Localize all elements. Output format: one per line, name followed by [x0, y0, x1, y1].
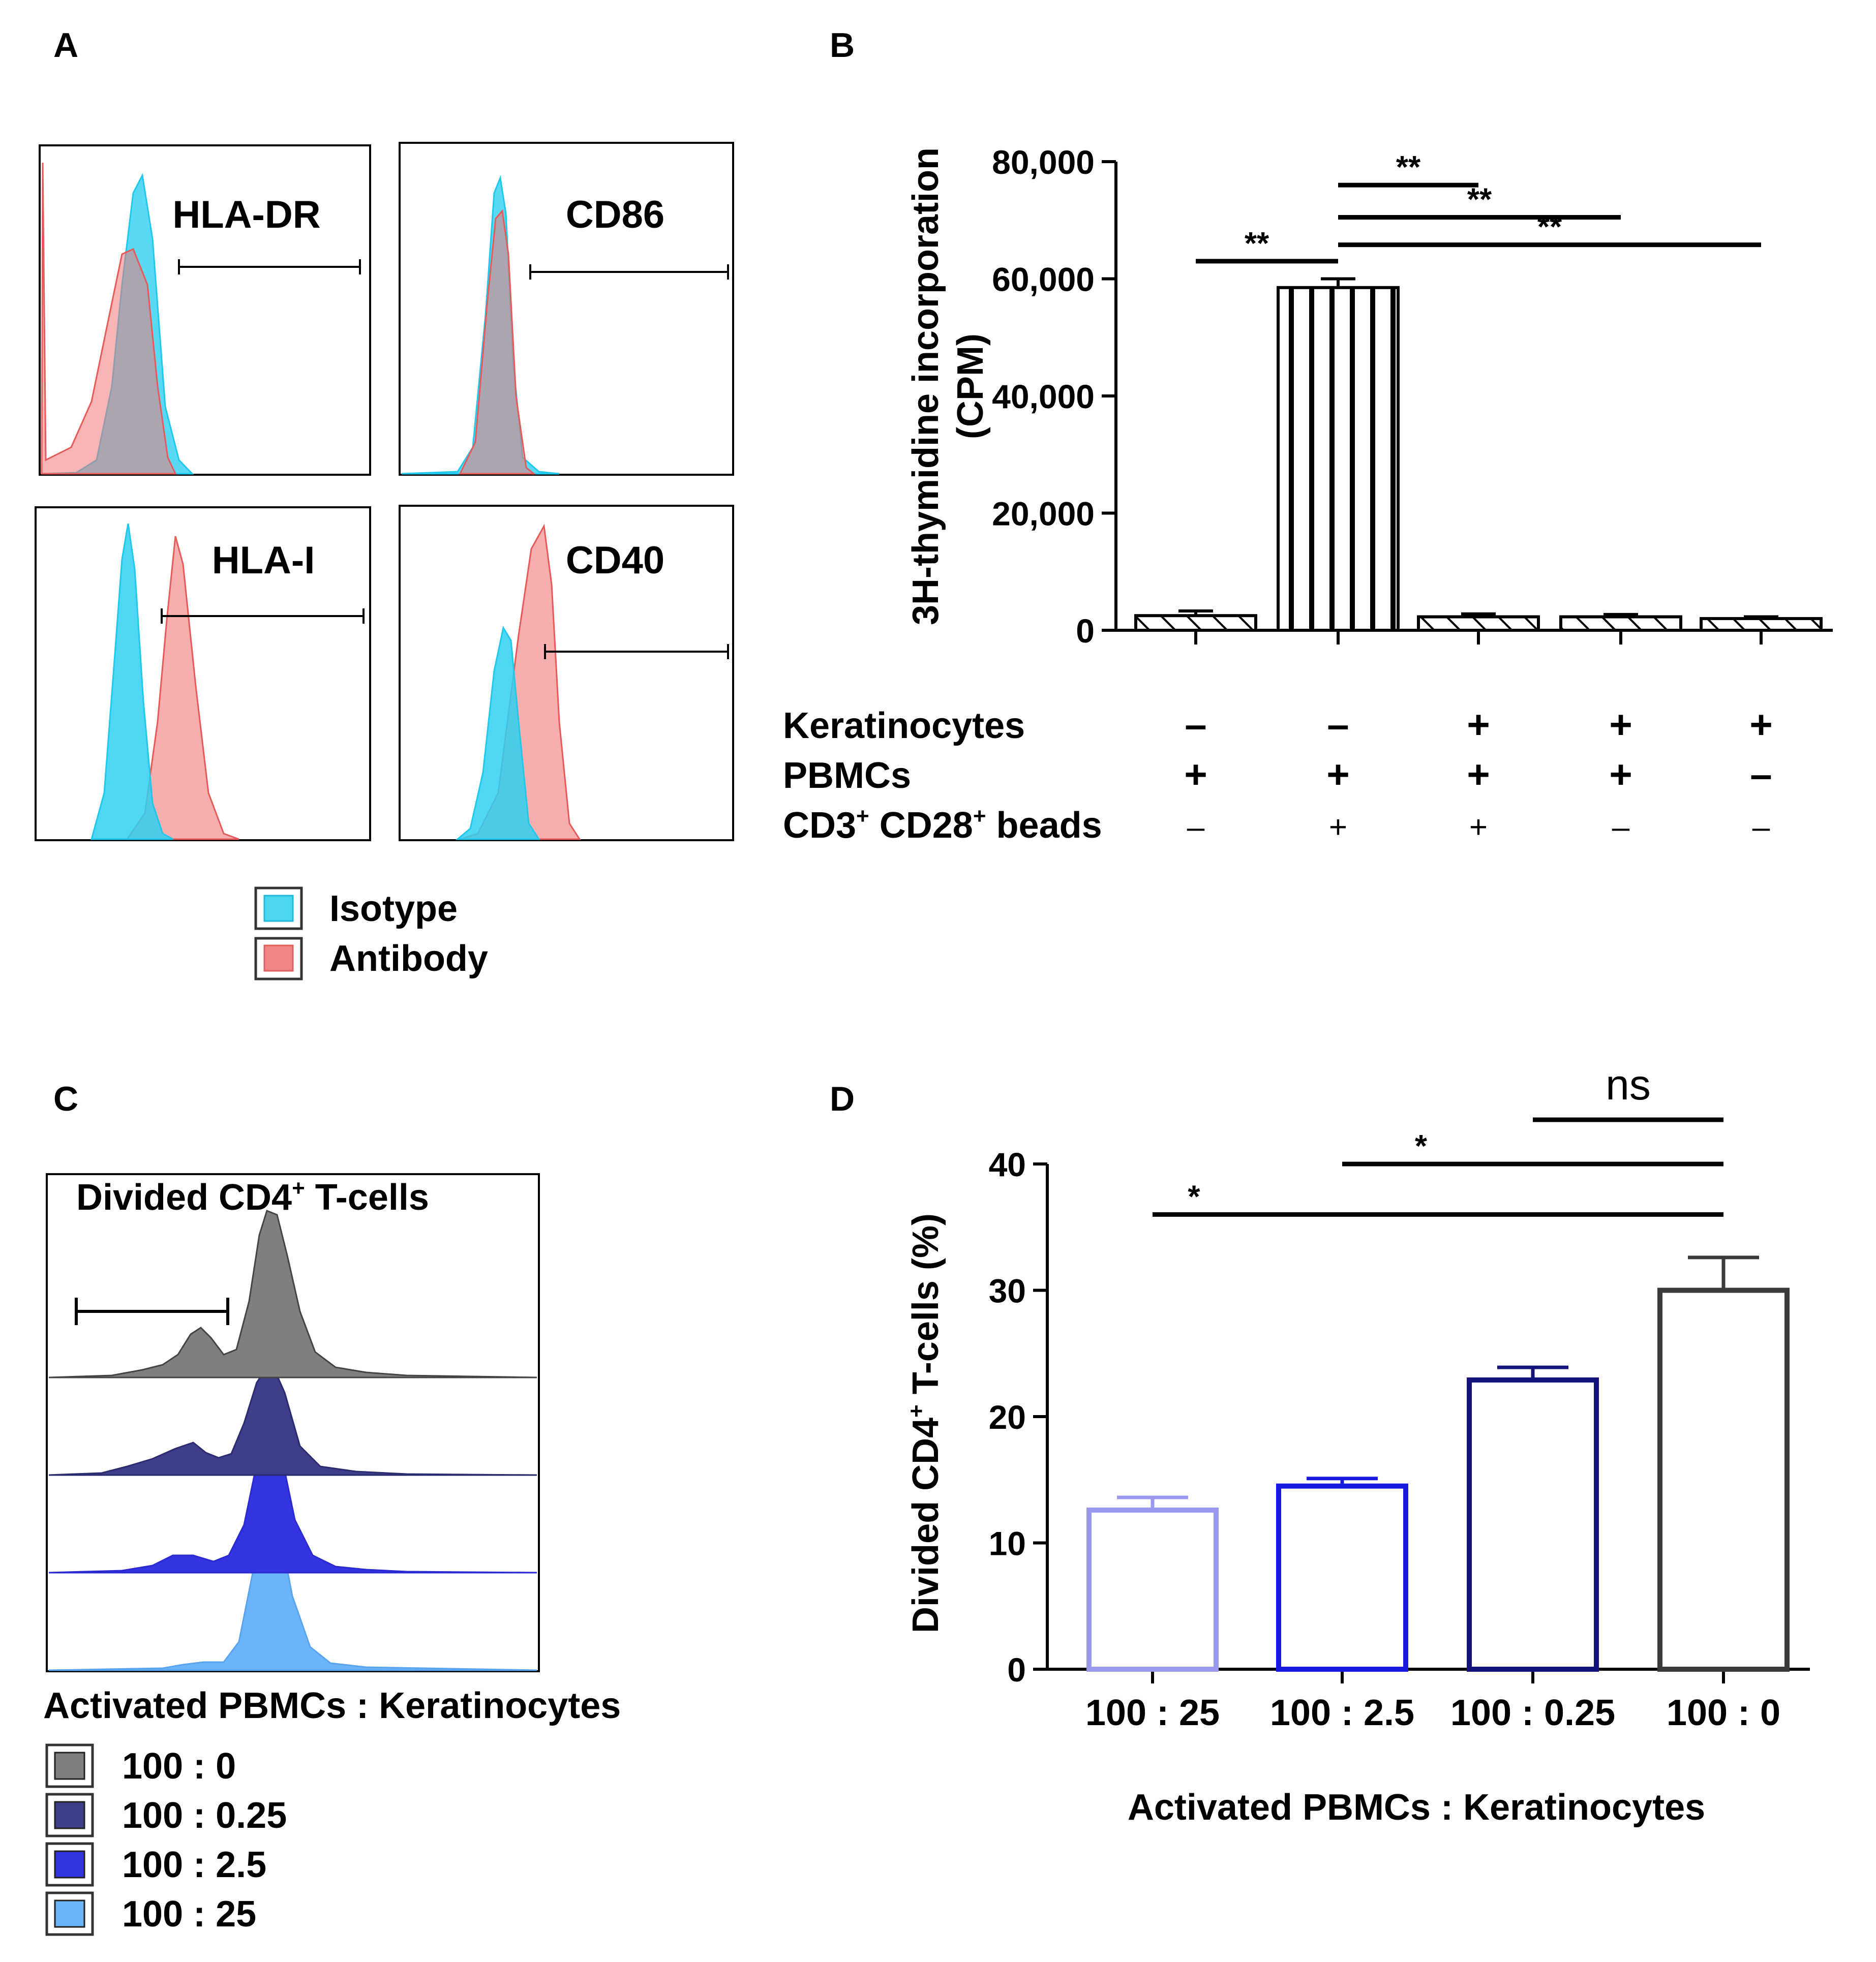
condition-value: – — [1752, 810, 1770, 845]
y-tick-label: 0 — [1076, 612, 1095, 650]
x-axis-label-d: Activated PBMCs : Keratinocytes — [1128, 1787, 1705, 1828]
y-axis-label-unit: (CPM) — [950, 333, 991, 439]
condition-value: + — [1184, 752, 1207, 796]
x-tick-label: 100 : 2.5 — [1270, 1693, 1414, 1733]
chart-b-ylabel: 3H-thymidine incorporation (CPM) — [905, 147, 991, 625]
condition-value: – — [1187, 810, 1205, 845]
marker-label: HLA-DR — [172, 193, 320, 236]
histogram-100-0 — [48, 1210, 537, 1378]
legend-label: 100 : 25 — [122, 1894, 256, 1935]
panel-a: A HLA-DR CD86 — [35, 26, 734, 980]
isotype-curve — [455, 625, 540, 840]
panel-c: C Divided CD4+ T-cells Activated PBMCs :… — [43, 1080, 621, 1936]
condition-value: + — [1467, 702, 1490, 747]
bar — [1700, 617, 1823, 632]
condition-value: + — [1467, 752, 1490, 796]
significance-label: ** — [1396, 150, 1421, 185]
condition-value: + — [1749, 702, 1773, 747]
marker-label: CD40 — [566, 539, 664, 582]
legend-c-title: Activated PBMCs : Keratinocytes — [43, 1685, 621, 1726]
legend-label-isotype: Isotype — [329, 888, 458, 929]
isotype-curve — [90, 523, 173, 840]
x-tick-label: 100 : 25 — [1085, 1693, 1220, 1733]
panel-c-label: C — [53, 1080, 78, 1118]
antibody-curve — [41, 162, 177, 475]
condition-label: PBMCs — [783, 755, 911, 796]
bar — [1417, 615, 1540, 632]
condition-value: + — [1609, 752, 1632, 796]
significance-label: ns — [1606, 1061, 1651, 1109]
significance-label: ** — [1245, 226, 1269, 261]
bar — [1086, 1507, 1219, 1672]
condition-table: Keratinocytes – – + + + PBMCs + + + + – CD3+ CD28+ b… — [783, 702, 1773, 846]
marker-label: CD86 — [566, 193, 664, 236]
y-tick-label: 20,000 — [992, 495, 1095, 533]
significance-label: * — [1415, 1129, 1428, 1164]
antibody-curve — [459, 209, 536, 475]
legend-swatch-fill — [54, 1850, 85, 1879]
histogram-hla-dr: HLA-DR — [39, 144, 371, 476]
histogram-100-0-25 — [48, 1366, 537, 1476]
panel-b: B 3H-thymidine incorporation (CPM) 0 20,0… — [783, 26, 1833, 846]
significance-label: ** — [1467, 182, 1492, 217]
x-tick-label: 100 : 0 — [1667, 1693, 1780, 1733]
significance-label: ** — [1537, 210, 1562, 245]
legend-swatch-fill — [54, 1801, 85, 1829]
condition-value: + — [1329, 810, 1347, 845]
x-tick-label: 100 : 0.25 — [1450, 1693, 1615, 1733]
condition-value: – — [1612, 810, 1630, 845]
condition-label: CD3+ CD28+ beads — [783, 804, 1102, 846]
panel-b-label: B — [830, 26, 855, 65]
condition-label: Keratinocytes — [783, 706, 1025, 746]
condition-value: – — [1327, 702, 1349, 747]
bar — [1657, 1287, 1790, 1672]
legend-label-antibody: Antibody — [329, 938, 488, 979]
y-tick-label: 20 — [989, 1398, 1026, 1436]
antibody-curve — [126, 536, 239, 840]
histogram-cd40: CD40 — [399, 505, 734, 841]
y-tick-label: 30 — [989, 1272, 1026, 1310]
bar — [1134, 614, 1257, 632]
histogram-cd86: CD86 — [399, 142, 734, 476]
y-tick-label: 0 — [1007, 1651, 1026, 1689]
y-axis-label-d: Divided CD4+ T-cells (%) — [904, 1213, 946, 1633]
bar — [1559, 615, 1682, 632]
marker-label: HLA-I — [212, 539, 315, 582]
chart-b: 0 20,000 40,000 60,000 80,000 ** ** ** ** — [992, 143, 1833, 650]
y-tick-label: 10 — [989, 1525, 1026, 1562]
bar — [1276, 1483, 1408, 1672]
legend-swatch-fill — [54, 1752, 85, 1780]
legend-c: 100 : 0 100 : 0.25 100 : 2.5 100 : 25 — [45, 1743, 287, 1936]
significance-label: * — [1188, 1179, 1200, 1214]
y-axis-label: 3H-thymidine incorporation — [905, 147, 946, 625]
histogram-title: Divided CD4+ T-cells — [76, 1176, 429, 1218]
histogram-hla-i: HLA-I — [35, 506, 371, 841]
y-tick-label: 40 — [989, 1146, 1026, 1183]
y-tick-label: 80,000 — [992, 143, 1095, 181]
legend-a: Isotype Antibody — [254, 886, 488, 980]
condition-value: + — [1469, 810, 1488, 845]
legend-swatch-fill — [54, 1899, 85, 1928]
panel-d-label: D — [830, 1080, 855, 1118]
legend-label: 100 : 2.5 — [122, 1845, 266, 1885]
condition-value: – — [1750, 752, 1772, 796]
legend-label: 100 : 0 — [122, 1746, 236, 1787]
y-tick-label: 40,000 — [992, 378, 1095, 415]
panel-a-label: A — [53, 26, 78, 65]
condition-value: + — [1609, 702, 1632, 747]
condition-value: – — [1185, 702, 1206, 747]
legend-label: 100 : 0.25 — [122, 1795, 287, 1836]
bar — [1467, 1377, 1599, 1672]
y-tick-label: 60,000 — [992, 261, 1095, 298]
bar — [1277, 286, 1400, 632]
panel-d: D Divided CD4+ T-cells (%) 0 10 20 30 40 100 … — [830, 1061, 1810, 1828]
chart-d: 0 10 20 30 40 100 : 25 100 : 2.5 100 : 0.25 100 … — [989, 1061, 1810, 1733]
condition-value: + — [1326, 752, 1350, 796]
